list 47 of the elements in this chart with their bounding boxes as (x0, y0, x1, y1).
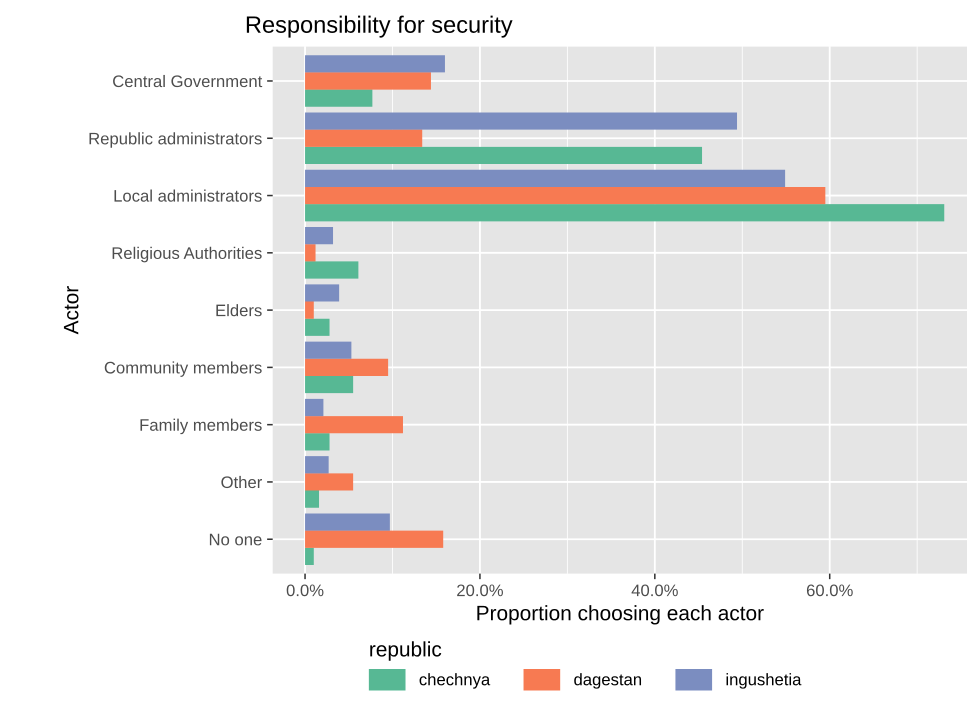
bar (305, 318, 330, 336)
bar (305, 513, 390, 531)
x-tick-label: 0.0% (286, 584, 324, 596)
bar (305, 302, 314, 319)
legend-label: dagestan (574, 673, 642, 689)
bar (305, 130, 422, 147)
x-tick-label: 20.0% (457, 584, 503, 596)
bar (305, 186, 826, 204)
bar (305, 112, 738, 130)
y-tick-label: Central Government (113, 74, 262, 88)
y-tick-label: Other (221, 476, 262, 488)
bar (305, 548, 314, 566)
bar (305, 376, 354, 394)
bar (305, 90, 372, 107)
y-tick-label: Religious Authorities (112, 246, 262, 262)
bar (305, 530, 444, 548)
y-tick-label: Community members (104, 361, 262, 377)
bar (305, 284, 340, 302)
bar (305, 72, 431, 90)
bar (305, 204, 944, 222)
chart-title: Responsibility for security (246, 16, 513, 38)
bar (305, 55, 445, 72)
bar (305, 146, 702, 164)
y-axis-title: Actor (64, 286, 78, 334)
bar (305, 490, 320, 508)
bar (305, 456, 329, 474)
y-tick-label: Family members (140, 418, 262, 434)
bar (305, 416, 403, 434)
legend-label: chechnya (420, 673, 490, 689)
bar (305, 473, 354, 491)
y-tick-label: Local administrators (114, 190, 262, 202)
bar (305, 261, 358, 279)
bar (305, 358, 388, 376)
legend-title: republic (370, 641, 442, 661)
bar (305, 227, 334, 244)
bar (305, 342, 352, 359)
legend-label: ingushetia (726, 673, 802, 689)
y-tick-label: Elders (216, 304, 262, 316)
x-axis-title: Proportion choosing each actor (477, 605, 764, 625)
bar (305, 433, 330, 450)
bar (305, 170, 786, 187)
x-tick-label: 40.0% (632, 584, 678, 596)
bar (305, 244, 316, 262)
y-tick-label: No one (210, 534, 262, 546)
y-tick-label: Republic administrators (90, 132, 262, 148)
x-tick-label: 60.0% (806, 584, 853, 596)
bar (305, 398, 324, 416)
